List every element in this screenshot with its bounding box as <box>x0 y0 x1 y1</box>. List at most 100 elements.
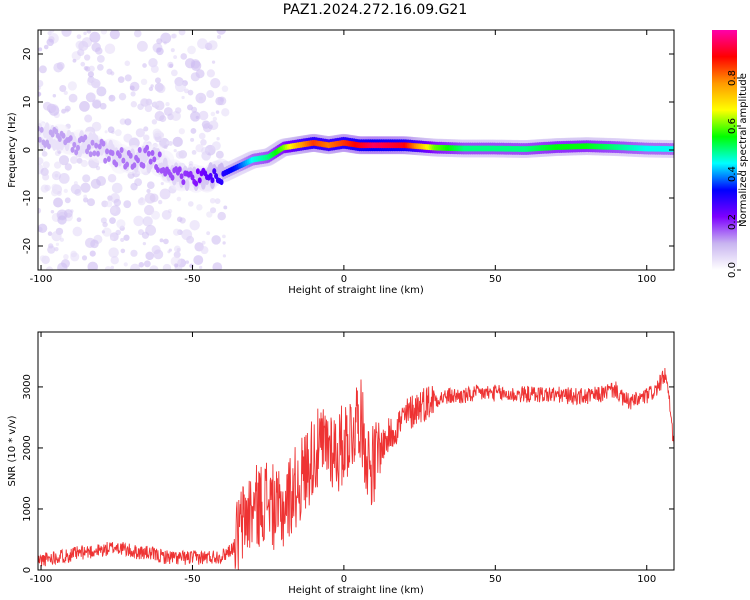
spectrogram-noise <box>209 207 217 214</box>
spectrogram-noise <box>165 101 170 107</box>
spectrogram-noise <box>72 226 83 237</box>
spectrogram-noise <box>210 77 221 89</box>
spectrogram-noise <box>120 248 126 254</box>
spectrogram-noise <box>216 30 226 35</box>
spectrogram-noise <box>64 197 71 204</box>
spectrogram-noise <box>183 88 189 94</box>
spectrogram-core <box>190 174 195 181</box>
spectrogram-core <box>72 141 77 148</box>
spectrogram-noise <box>53 197 63 208</box>
spectrogram-noise <box>171 33 177 39</box>
spectrogram-noise <box>129 85 135 91</box>
spectrogram-noise <box>198 132 206 140</box>
spectrogram-noise <box>159 188 171 200</box>
spectrogram-band <box>44 122 50 135</box>
spectrogram-core <box>105 148 110 155</box>
spectrogram-noise <box>222 241 226 245</box>
spectrogram-noise <box>150 65 159 74</box>
spectrogram-noise <box>198 110 209 121</box>
spectrogram-core <box>114 161 119 168</box>
snr-y-tick-label: 1000 <box>22 496 33 521</box>
spectrogram-noise <box>123 234 130 241</box>
spectrogram-core <box>74 149 79 156</box>
spectrogram-noise <box>190 128 197 134</box>
spectrogram-noise <box>104 43 116 55</box>
spectrogram-noise <box>185 260 190 264</box>
spectrogram-core <box>39 126 44 133</box>
spectrogram-noise <box>189 220 200 231</box>
snr-x-tick-label: -50 <box>184 574 200 585</box>
spectrogram-noise <box>118 92 127 101</box>
spectrogram-noise <box>57 262 68 270</box>
spectrogram-noise <box>64 105 71 112</box>
spectrogram-noise <box>93 78 97 82</box>
colorbar: 0.0 0.2 0.4 0.6 0.8 Normalized spectral ampl… <box>712 30 749 278</box>
spectrogram-noise <box>38 91 42 97</box>
spectrogram-noise <box>163 238 169 245</box>
spectrogram-noise <box>100 30 108 35</box>
spectrogram-core <box>121 157 126 164</box>
spectrogram-noise <box>110 265 115 270</box>
spectrogram-noise <box>104 130 108 134</box>
spectrogram-core <box>197 177 202 184</box>
spectrogram-core <box>119 147 124 154</box>
spectrogram-core <box>88 151 93 158</box>
spectrogram-noise <box>170 256 181 267</box>
spectrogram-core <box>90 139 95 146</box>
spectrogram-noise <box>106 68 113 75</box>
spectrogram-noise <box>102 221 108 228</box>
snr-xlabel: Height of straight line (km) <box>288 585 424 596</box>
spectrogram-noise <box>120 237 125 243</box>
spectrogram-noise <box>174 263 179 268</box>
spectrogram-noise <box>221 85 229 93</box>
spectrogram-noise <box>91 42 101 52</box>
spectrogram-noise <box>73 181 78 186</box>
spectrogram-noise <box>107 126 115 134</box>
spectrogram-noise <box>99 102 107 110</box>
spectrogram-core <box>128 152 133 159</box>
spectrogram-noise <box>84 114 93 123</box>
spectrogram-noise <box>160 182 164 186</box>
spectrogram-noise <box>41 150 48 157</box>
colorbar-tick-label: 0.6 <box>727 118 738 134</box>
spectrogram-noise <box>63 254 69 260</box>
spectrogram-ylabel: Frequency (Hz) <box>7 112 18 188</box>
spectrogram-noise <box>145 251 154 261</box>
colorbar-tick-label: 0.8 <box>727 70 738 86</box>
spectrogram-noise <box>47 245 56 254</box>
spectrogram-core <box>145 144 150 151</box>
spectrogram-noise <box>38 207 42 214</box>
spectrogram-noise <box>187 45 196 55</box>
spectrogram-core <box>150 149 155 156</box>
spectrogram-noise <box>163 145 168 150</box>
spectrogram-noise <box>207 40 218 51</box>
spectrogram-core <box>152 156 157 163</box>
spectrogram-noise <box>160 32 172 44</box>
spectrogram-noise <box>175 150 184 159</box>
spectrogram-noise <box>200 139 207 146</box>
spectrogram-core <box>135 157 140 164</box>
spectrogram-noise <box>173 148 177 153</box>
spectrogram-noise <box>109 30 120 40</box>
spectrogram-core <box>50 131 55 138</box>
spectrogram-noise <box>58 172 70 184</box>
spectrogram-noise <box>57 215 67 225</box>
spectrogram-noise <box>206 231 211 236</box>
spectrogram-noise <box>67 81 77 91</box>
spectrogram-noise <box>206 69 216 78</box>
spectrogram-noise <box>143 260 151 268</box>
spectrogram-noise <box>38 223 48 234</box>
spectrogram-noise <box>156 84 166 94</box>
spectrogram-band <box>51 138 57 151</box>
spectrogram-noise <box>166 141 170 145</box>
spectrogram-noise <box>52 94 57 98</box>
spectrogram-noise <box>178 30 186 36</box>
spectrogram-x-tick-label: 50 <box>489 274 502 285</box>
spectrogram-noise <box>93 81 100 88</box>
spectrogram-noise <box>83 197 89 203</box>
spectrogram-core <box>146 150 151 157</box>
spectrogram-noise <box>80 182 91 193</box>
spectrogram-band <box>184 178 190 191</box>
spectrogram-core <box>132 162 137 169</box>
